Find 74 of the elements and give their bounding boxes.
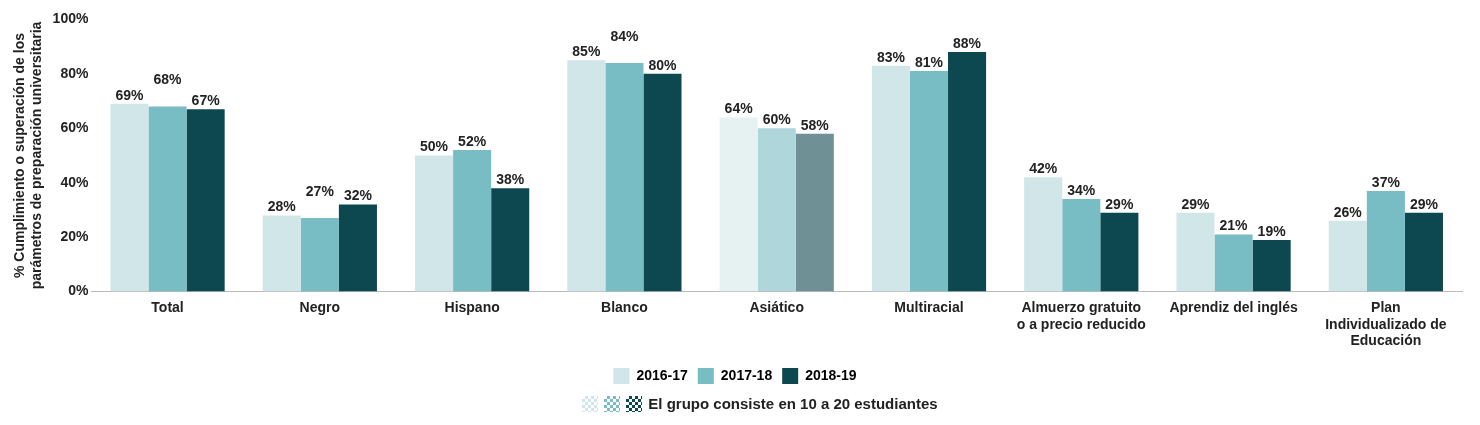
y-tick-label: 80% <box>60 64 89 81</box>
data-label: 68% <box>153 71 183 88</box>
bar <box>567 60 606 292</box>
bar <box>300 218 339 292</box>
y-tick-label: 0% <box>68 282 89 299</box>
data-label: 28% <box>267 198 297 215</box>
x-tick-label: Blanco <box>601 298 648 315</box>
data-label: 83% <box>876 48 906 65</box>
data-label: 29% <box>1181 195 1211 212</box>
bar <box>262 215 301 292</box>
bar <box>1366 190 1405 292</box>
bar <box>719 117 758 292</box>
data-label: 29% <box>1409 195 1439 212</box>
data-label: 85% <box>572 43 601 60</box>
bar <box>110 103 149 292</box>
data-label: 88% <box>953 34 982 51</box>
y-axis-title: % Cumplimiento o superación de los parámetros de preparación universitaria <box>11 21 45 290</box>
x-tick-label: Aprendiz del inglés <box>1169 298 1298 315</box>
bar <box>757 128 796 292</box>
data-label: 69% <box>115 86 145 103</box>
data-label: 42% <box>1029 160 1058 177</box>
data-label: 50% <box>420 138 449 155</box>
bar <box>1214 234 1253 292</box>
x-tick-label: Almuerzo gratuito o a precio reducido <box>1016 298 1146 332</box>
data-label: 80% <box>648 56 678 73</box>
data-label: 81% <box>914 53 944 70</box>
data-label: 19% <box>1257 222 1287 239</box>
x-tick-label: Asiático <box>749 298 804 315</box>
data-label: 21% <box>1219 217 1249 234</box>
bar <box>491 188 530 292</box>
x-tick-label: Multiracial <box>894 298 964 315</box>
bar <box>338 204 377 292</box>
data-label: 27% <box>305 182 335 199</box>
bar <box>1328 220 1367 292</box>
bar <box>453 150 492 292</box>
legend-label: 2016-17 <box>636 366 689 383</box>
y-tick-label: 100% <box>52 10 89 27</box>
data-label: 60% <box>762 111 792 128</box>
bar <box>643 73 682 292</box>
bar <box>605 62 644 292</box>
bar <box>795 133 834 292</box>
x-tick-label: Total <box>151 298 184 315</box>
y-tick-label: 40% <box>60 173 89 190</box>
y-tick-label: 20% <box>60 228 89 245</box>
bar <box>1252 239 1291 292</box>
x-tick-label: Hispano <box>444 298 500 315</box>
data-label: 64% <box>724 100 754 117</box>
legend-label: 2018-19 <box>805 366 857 383</box>
data-label: 38% <box>496 171 525 188</box>
bar <box>148 106 187 292</box>
data-label: 67% <box>191 92 221 109</box>
data-label: 84% <box>610 27 639 44</box>
bar <box>1024 177 1063 292</box>
data-label: 58% <box>800 116 830 133</box>
x-tick-label: Plan Individualizado de Educación <box>1325 298 1447 349</box>
bar <box>186 109 225 292</box>
x-tick-label: Negro <box>299 298 341 315</box>
bar <box>1100 212 1139 292</box>
bar <box>909 71 949 292</box>
text: El grupo consiste en 10 a 20 estudiantes <box>648 394 938 414</box>
data-label: 34% <box>1067 181 1096 198</box>
data-label: 52% <box>458 132 487 149</box>
bar <box>871 65 910 292</box>
legend-label: 2017-18 <box>720 366 773 383</box>
bar <box>1404 212 1443 292</box>
data-label: 32% <box>343 187 373 204</box>
data-label: 26% <box>1333 203 1363 220</box>
bar <box>1176 212 1215 292</box>
y-tick-label: 60% <box>60 119 89 136</box>
bar <box>948 52 987 292</box>
bar <box>1062 199 1101 292</box>
data-label: 37% <box>1371 173 1401 190</box>
bar <box>415 155 454 292</box>
data-label: 29% <box>1105 195 1134 212</box>
